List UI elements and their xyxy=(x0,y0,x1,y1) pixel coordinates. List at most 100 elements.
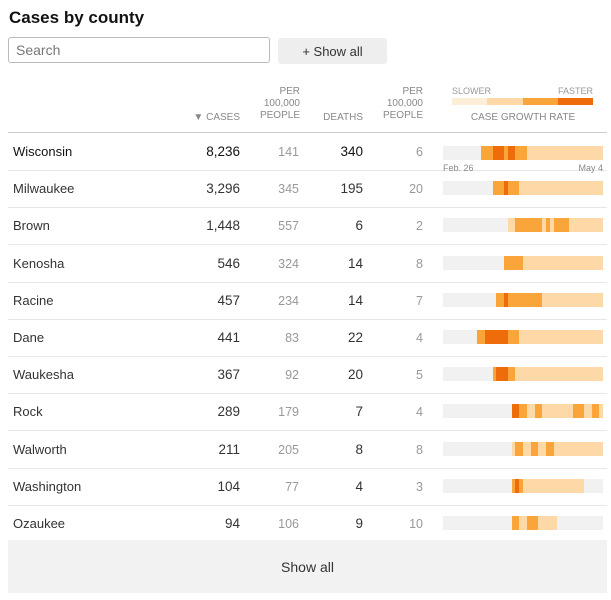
cases-per-100k-value: 234 xyxy=(278,293,299,308)
growth-segment xyxy=(504,404,508,419)
growth-segment xyxy=(580,441,585,456)
growth-segment xyxy=(500,255,504,270)
growth-segment xyxy=(500,516,504,530)
growth-segment xyxy=(465,441,470,456)
growth-segment xyxy=(584,478,588,493)
growth-segment xyxy=(576,292,581,307)
growth-segment xyxy=(580,404,585,419)
growth-segment xyxy=(477,367,482,382)
growth-segment xyxy=(515,292,520,307)
growth-segment xyxy=(538,330,543,344)
growth-segment xyxy=(484,404,489,419)
growth-segment xyxy=(469,181,474,196)
growth-segment xyxy=(519,255,524,270)
growth-segment xyxy=(591,478,596,493)
table-row[interactable]: Waukesha 367 92 20 5 xyxy=(8,356,607,395)
growth-segment xyxy=(523,330,527,344)
growth-segment xyxy=(568,146,573,160)
growth-segment xyxy=(534,181,539,196)
growth-segment xyxy=(488,441,493,456)
growth-segment xyxy=(557,516,562,530)
growth-segment xyxy=(496,292,501,307)
growth-segment xyxy=(454,404,459,419)
table-row[interactable]: Dane 441 83 22 4 xyxy=(8,319,607,357)
table-row[interactable]: Racine 457 234 14 7 xyxy=(8,282,607,320)
growth-segment xyxy=(580,255,585,270)
growth-segment xyxy=(576,516,581,530)
growth-segment xyxy=(458,181,463,196)
growth-segment xyxy=(576,146,581,160)
cases-value: 104 xyxy=(217,478,240,494)
growth-segment xyxy=(477,181,482,196)
growth-segment xyxy=(507,367,512,382)
table-row[interactable]: Walworth 211 205 8 8 xyxy=(8,431,607,469)
growth-segment xyxy=(450,404,455,419)
growth-segment xyxy=(553,404,558,419)
growth-segment xyxy=(462,441,466,456)
growth-segment xyxy=(473,255,478,270)
growth-segment xyxy=(580,516,585,530)
growth-rate-bar xyxy=(443,367,604,382)
growth-segment xyxy=(515,516,520,530)
growth-segment xyxy=(545,218,550,233)
cases-per-100k-value: 83 xyxy=(285,331,299,345)
growth-segment xyxy=(545,255,550,270)
growth-segment xyxy=(507,218,512,233)
table-row[interactable]: Milwaukee 3,296 345 195 20 xyxy=(8,170,607,209)
table-row[interactable]: Wisconsin 8,236 141 340 6 xyxy=(8,133,607,171)
growth-segment xyxy=(526,181,531,196)
growth-segment xyxy=(515,218,520,233)
growth-segment xyxy=(519,441,524,456)
growth-segment xyxy=(496,441,501,456)
growth-segment xyxy=(534,218,539,233)
growth-segment xyxy=(576,441,581,456)
growth-segment xyxy=(549,367,554,382)
growth-segment xyxy=(469,367,474,382)
growth-segment xyxy=(549,292,554,307)
growth-segment xyxy=(507,478,512,493)
growth-segment xyxy=(507,441,512,456)
growth-segment xyxy=(473,441,478,456)
show-all-top-button[interactable]: + Show all xyxy=(278,38,387,64)
growth-segment xyxy=(572,146,577,160)
table-row[interactable]: Ozaukee 94 106 9 10 xyxy=(8,505,607,543)
cases-per-100k-value: 345 xyxy=(278,182,299,197)
growth-segment xyxy=(465,367,470,382)
header-cases-per-100k[interactable]: PER 100,000 PEOPLE xyxy=(259,86,300,121)
growth-segment xyxy=(462,516,466,530)
growth-segment xyxy=(477,330,482,344)
growth-segment xyxy=(538,404,543,419)
growth-segment xyxy=(515,367,520,382)
growth-segment xyxy=(599,255,604,270)
growth-segment xyxy=(446,367,451,382)
growth-segment xyxy=(576,404,581,419)
growth-segment xyxy=(534,292,539,307)
deaths-per-100k-value: 8 xyxy=(416,256,423,271)
search-input[interactable] xyxy=(8,37,270,63)
growth-segment xyxy=(507,516,512,530)
growth-segment xyxy=(538,478,543,493)
growth-segment xyxy=(458,292,463,307)
deaths-per-100k-value: 7 xyxy=(416,293,423,308)
header-deaths-per-100k[interactable]: PER 100,000 PEOPLE xyxy=(382,86,423,121)
header-deaths[interactable]: DEATHS xyxy=(323,112,363,123)
growth-segment xyxy=(473,330,478,344)
growth-segment xyxy=(599,516,604,530)
show-all-bottom-button[interactable]: Show all xyxy=(8,540,607,593)
table-row[interactable]: Kenosha 546 324 14 8 xyxy=(8,245,607,283)
table-row[interactable]: Rock 289 179 7 4 xyxy=(8,393,607,432)
table-row[interactable]: Washington 104 77 4 3 xyxy=(8,468,607,506)
growth-segment xyxy=(492,516,497,530)
growth-segment xyxy=(477,404,482,419)
growth-segment xyxy=(542,255,546,270)
growth-segment xyxy=(492,146,497,160)
growth-segment xyxy=(469,516,474,530)
growth-segment xyxy=(530,441,535,456)
growth-segment xyxy=(587,478,592,493)
growth-segment xyxy=(549,146,554,160)
table-row[interactable]: Brown 1,448 557 6 2 xyxy=(8,207,607,246)
growth-segment xyxy=(526,330,531,344)
header-cases[interactable]: ▼ CASES xyxy=(193,112,240,123)
growth-segment xyxy=(458,478,463,493)
cases-value: 441 xyxy=(217,330,240,345)
